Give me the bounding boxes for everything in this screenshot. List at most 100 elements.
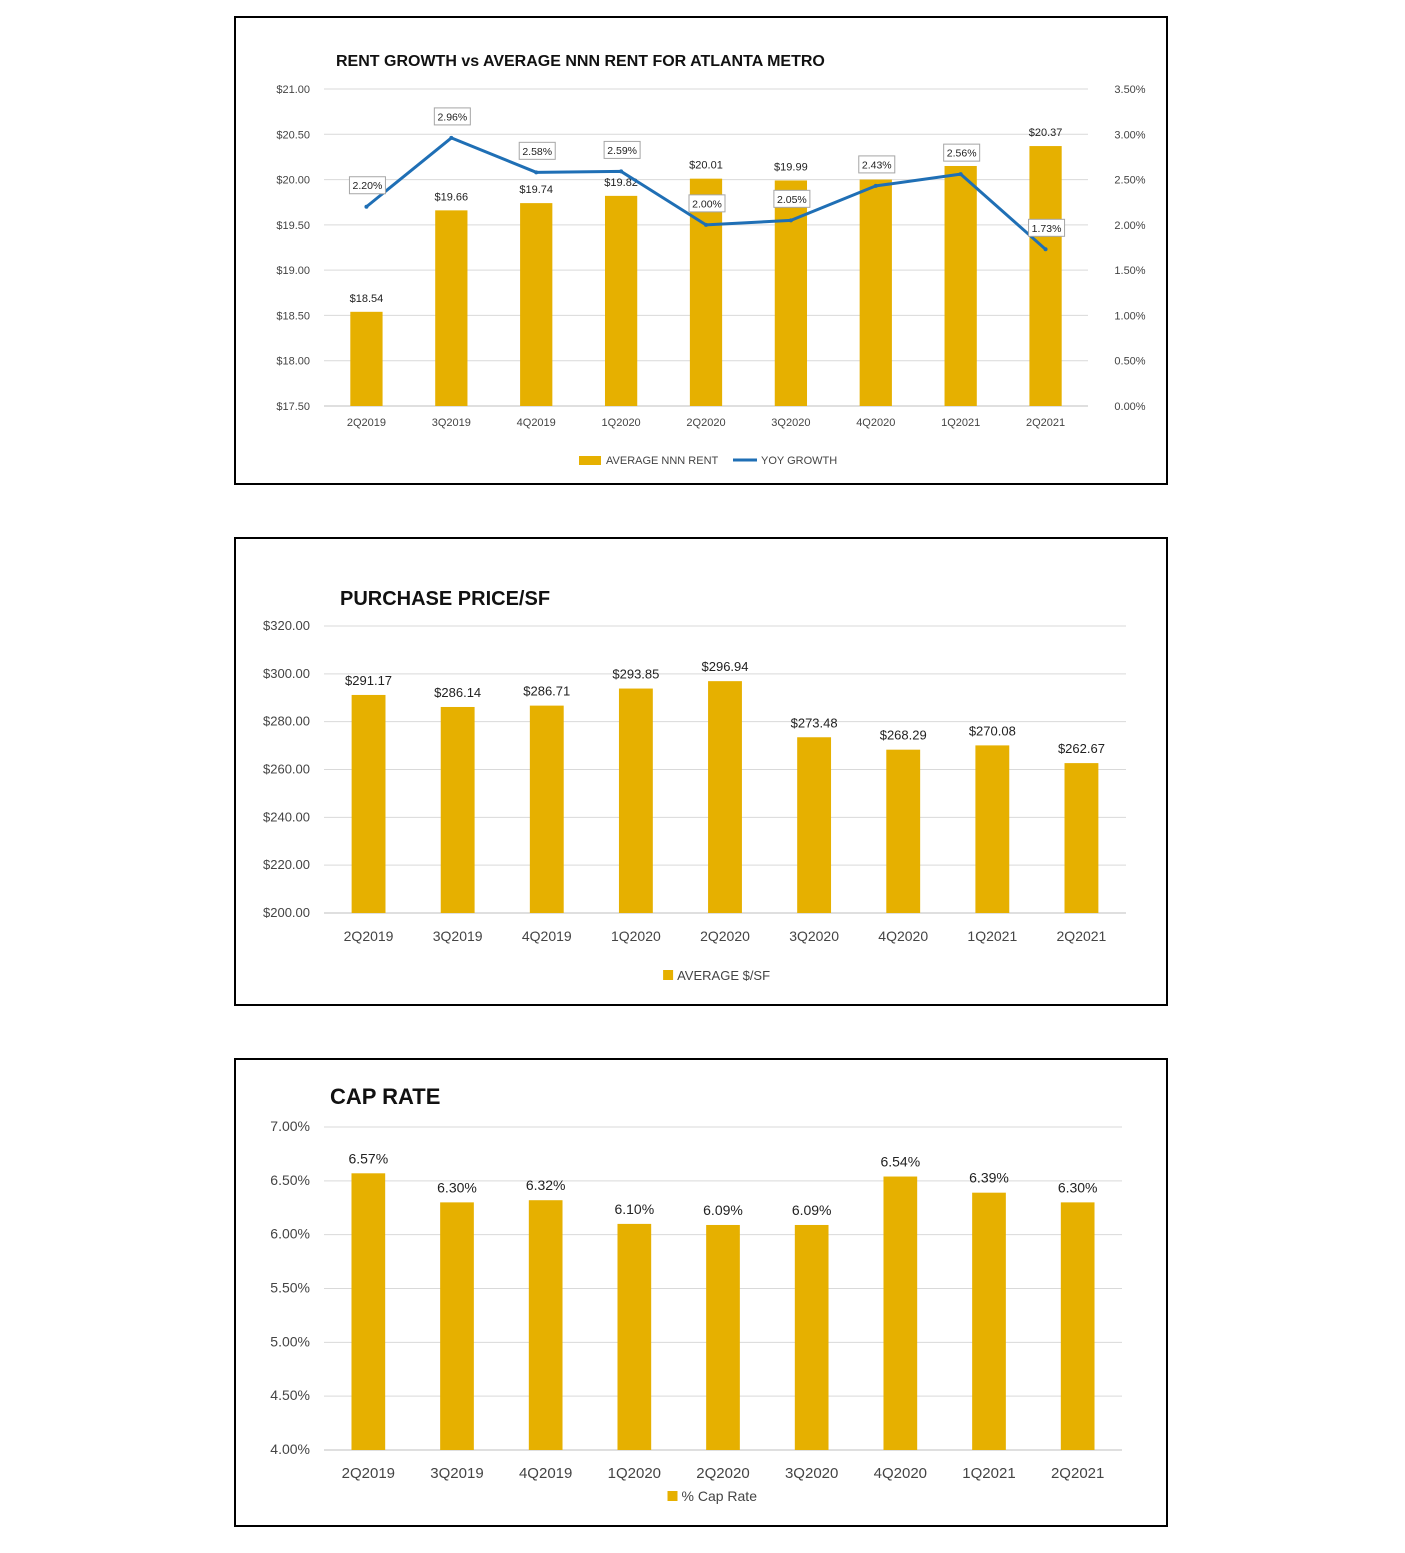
line-data-label: 2.20% xyxy=(353,180,383,192)
cap-rate-chart-panel: CAP RATE 4.00% 4.50% 5.00% 5.50% 6.00% 6.50% 7.… xyxy=(234,1058,1168,1527)
bar-data-label: 6.32% xyxy=(526,1177,566,1193)
line-data-label-box xyxy=(773,189,811,208)
line-point xyxy=(958,172,963,177)
line-point xyxy=(704,222,708,227)
y-tick-label: $280.00 xyxy=(263,714,310,729)
y2-tick-label: 2.50% xyxy=(1114,175,1145,187)
bar-data-label: $270.08 xyxy=(969,723,1016,738)
bar-data-label: 6.30% xyxy=(1058,1179,1098,1195)
y-tick-label: $20.00 xyxy=(276,175,310,187)
x-tick-label: 2Q2021 xyxy=(1026,417,1065,429)
bar xyxy=(351,1173,386,1450)
legend-label: % Cap Rate xyxy=(682,1488,758,1504)
y-tick-label: $19.50 xyxy=(276,220,310,232)
x-tick-label: 3Q2019 xyxy=(433,928,483,944)
y-tick-label: 5.00% xyxy=(270,1333,310,1349)
bar-data-label: 6.30% xyxy=(437,1179,477,1195)
bar-data-label: $291.17 xyxy=(345,673,392,688)
line-point xyxy=(534,170,539,175)
y-tick-label: $220.00 xyxy=(263,857,310,872)
y-tick-label: $18.50 xyxy=(276,310,310,322)
y-tick-label: $240.00 xyxy=(263,809,310,824)
bar xyxy=(440,706,475,913)
bar-data-label: 6.09% xyxy=(792,1202,832,1218)
chart-title: CAP RATE xyxy=(330,1084,440,1109)
x-tick-label: 4Q2020 xyxy=(878,928,928,944)
x-tick-label: 4Q2019 xyxy=(519,1465,572,1482)
legend-label: AVERAGE NNN RENT xyxy=(606,455,719,467)
bar-data-label: $19.82 xyxy=(604,177,638,189)
y2-tick-label: 1.50% xyxy=(1114,265,1145,277)
y2-tick-label: 1.00% xyxy=(1114,310,1145,322)
bar xyxy=(794,1224,829,1450)
bar-data-label: $19.99 xyxy=(774,161,808,173)
x-tick-label: 2Q2019 xyxy=(342,1465,395,1482)
y-tick-label: $260.00 xyxy=(263,762,310,777)
line-point xyxy=(873,183,878,188)
bar xyxy=(1060,1202,1095,1450)
bar-data-label: $19.74 xyxy=(519,184,553,196)
y-tick-label: 6.00% xyxy=(270,1226,310,1242)
bar-data-label: $273.48 xyxy=(791,715,838,730)
x-tick-label: 4Q2019 xyxy=(522,928,572,944)
line-data-label-box xyxy=(433,107,471,126)
x-tick-label: 2Q2019 xyxy=(344,928,394,944)
chart-title: RENT GROWTH vs AVERAGE NNN RENT FOR ATLA… xyxy=(336,53,825,70)
rent-growth-chart: RENT GROWTH vs AVERAGE NNN RENT FOR ATLA… xyxy=(276,53,1145,467)
y-tick-label: 6.50% xyxy=(270,1172,310,1188)
bar xyxy=(883,1176,918,1450)
bar xyxy=(1029,146,1062,406)
bar-data-label: 6.09% xyxy=(703,1202,743,1218)
bar xyxy=(706,1224,740,1450)
line-data-label: 2.59% xyxy=(607,145,637,157)
line-point xyxy=(364,204,369,209)
y-tick-label: $21.00 xyxy=(276,84,310,96)
bar xyxy=(689,178,723,406)
x-tick-label: 3Q2020 xyxy=(789,928,839,944)
bar xyxy=(797,737,832,913)
y2-tick-label: 3.00% xyxy=(1114,129,1145,141)
bar xyxy=(886,749,921,913)
bar xyxy=(1064,763,1099,913)
bar-data-label: 6.54% xyxy=(880,1154,920,1170)
line-data-label-box xyxy=(603,140,641,159)
y-tick-label: $19.00 xyxy=(276,265,310,277)
x-tick-label: 3Q2019 xyxy=(432,417,471,429)
y-tick-label: $20.50 xyxy=(276,129,310,141)
y-tick-label: $320.00 xyxy=(263,618,310,633)
y2-tick-label: 2.00% xyxy=(1114,220,1145,232)
y-tick-label: 7.00% xyxy=(270,1118,310,1134)
x-tick-label: 1Q2021 xyxy=(967,928,1017,944)
bar xyxy=(529,705,564,913)
line-data-label: 2.43% xyxy=(862,159,892,171)
x-tick-label: 1Q2020 xyxy=(602,417,641,429)
line-data-label-box xyxy=(518,141,556,160)
line-data-label: 1.73% xyxy=(1032,223,1062,235)
line-data-label-box xyxy=(348,176,386,195)
bar-data-label: $286.71 xyxy=(523,684,570,699)
bar-data-label: 6.57% xyxy=(348,1150,388,1166)
legend-swatch-bar xyxy=(579,456,601,465)
bar-data-label: $268.29 xyxy=(880,728,927,743)
bar xyxy=(859,179,892,406)
line-data-label: 2.56% xyxy=(947,148,977,160)
line-data-label: 2.00% xyxy=(692,198,722,210)
bar-data-label: 6.10% xyxy=(614,1201,654,1217)
purchase-price-chart: PURCHASE PRICE/SF $200.00 $220.00 $240.00 $2… xyxy=(263,588,1126,983)
bar xyxy=(708,681,742,913)
cap-rate-chart: CAP RATE 4.00% 4.50% 5.00% 5.50% 6.00% 6.50% 7.… xyxy=(270,1084,1122,1504)
y-tick-label: 5.50% xyxy=(270,1280,310,1296)
y-tick-label: $300.00 xyxy=(263,666,310,681)
bar-data-label: $262.67 xyxy=(1058,741,1105,756)
x-tick-label: 1Q2020 xyxy=(608,1465,661,1482)
line-data-label: 2.58% xyxy=(522,146,552,158)
bar-data-label: $286.14 xyxy=(434,685,481,700)
bar-data-label: $20.37 xyxy=(1029,127,1063,139)
line-data-label: 2.05% xyxy=(777,194,807,206)
bar xyxy=(520,203,553,406)
y-tick-label: $200.00 xyxy=(263,905,310,920)
x-tick-label: 4Q2019 xyxy=(517,417,556,429)
bar xyxy=(774,180,808,406)
line-point xyxy=(449,135,454,140)
y2-tick-label: 0.00% xyxy=(1114,401,1145,413)
